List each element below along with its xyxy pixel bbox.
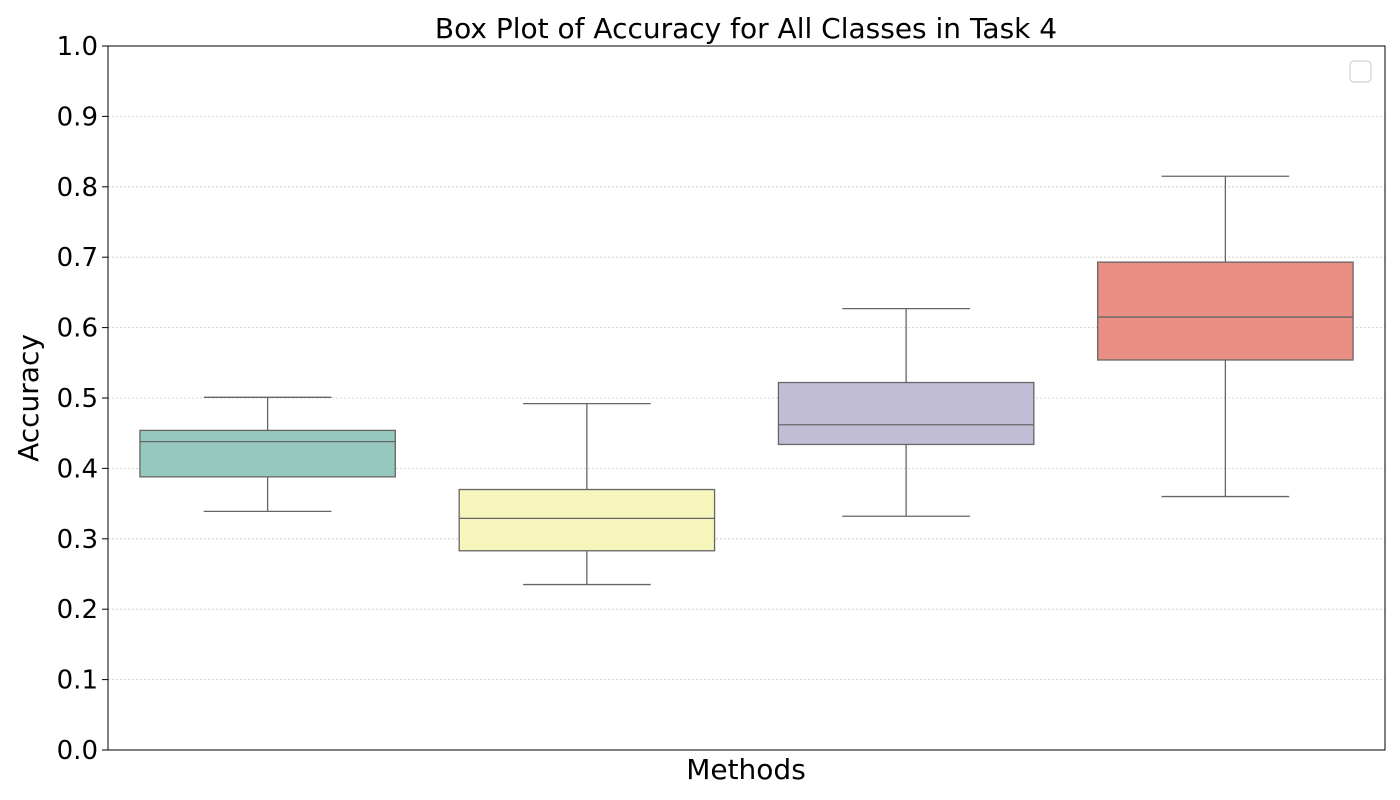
y-tick-label: 0.7: [57, 243, 98, 273]
y-tick-label: 0.3: [57, 525, 98, 555]
y-tick-label: 0.1: [57, 666, 98, 696]
y-tick-label: 1.0: [57, 32, 98, 62]
y-tick-label: 0.2: [57, 595, 98, 625]
y-tick-label: 0.4: [57, 454, 98, 484]
box-group-1: [139, 396, 396, 512]
y-tick-label: 0.0: [57, 736, 98, 766]
y-tick-label: 0.8: [57, 173, 98, 203]
box-series: [139, 175, 1354, 586]
box-iqr: [777, 381, 1035, 446]
y-axis-label: Accuracy: [12, 334, 45, 462]
chart-title: Box Plot of Accuracy for All Classes in …: [435, 12, 1057, 45]
box-iqr: [458, 488, 716, 552]
grid-lines: [108, 116, 1385, 680]
legend-box: [1349, 60, 1372, 83]
x-axis-label: Methods: [686, 753, 806, 786]
box-group-3: [777, 307, 1035, 517]
y-tick-label: 0.6: [57, 314, 98, 344]
box-group-2: [458, 402, 716, 586]
y-axis-ticks: 0.0 0.1 0.2 0.3 0.4 0.5 0.6 0.7 0.8 0.9 1.0: [57, 32, 108, 766]
box-group-4: [1097, 175, 1354, 498]
y-tick-label: 0.9: [57, 102, 98, 132]
box-iqr: [139, 429, 396, 478]
y-tick-label: 0.5: [57, 384, 98, 414]
box-iqr: [1097, 261, 1354, 361]
